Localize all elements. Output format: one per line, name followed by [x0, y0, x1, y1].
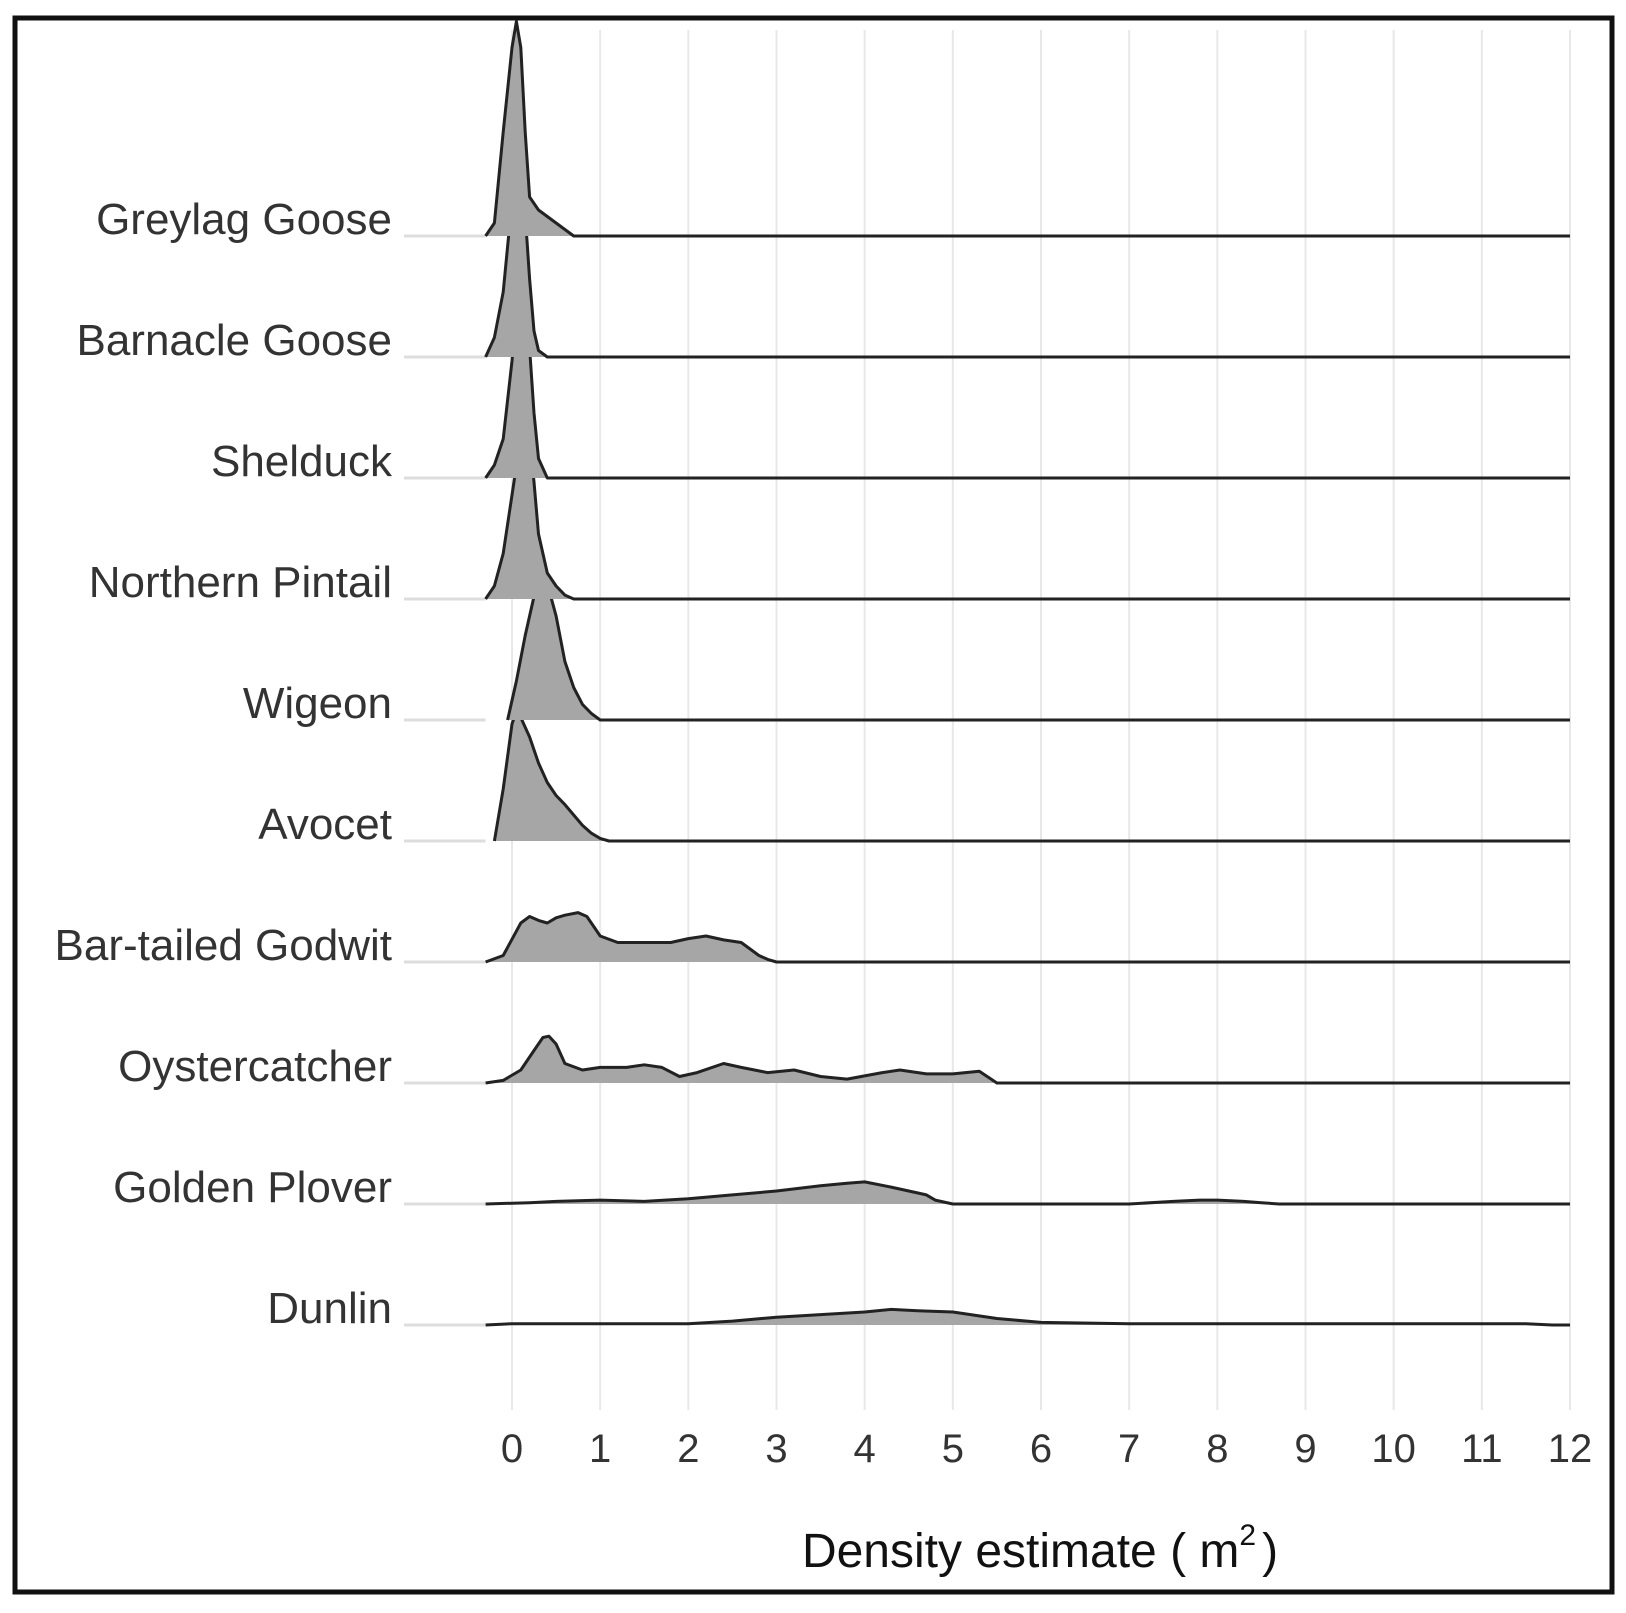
category-labels: Greylag Goose Barnacle Goose Shelduck North…	[55, 195, 393, 1333]
x-tick-labels: 0 1 2 3 4 5 6 7 8 9 10 11 12	[501, 1427, 1592, 1471]
x-tick-label-8: 8	[1206, 1427, 1228, 1471]
chart-frame	[12, 15, 1615, 1595]
x-tick-label-0: 0	[501, 1427, 523, 1471]
category-label-golden-plover: Golden Plover	[113, 1163, 392, 1212]
ridge-line-bar-tailed-godwit	[485, 911, 1570, 964]
ridges	[404, 20, 1571, 1327]
x-tick-label-4: 4	[854, 1427, 876, 1471]
x-axis-title-superscript: 2	[1239, 1519, 1256, 1552]
category-label-dunlin: Dunlin	[267, 1284, 392, 1333]
x-axis-title-close: )	[1262, 1525, 1278, 1578]
x-tick-label-11: 11	[1461, 1427, 1503, 1471]
x-tick-label-10: 10	[1371, 1427, 1416, 1471]
category-label-greylag-goose: Greylag Goose	[96, 195, 392, 244]
category-label-avocet: Avocet	[258, 800, 392, 849]
category-label-oystercatcher: Oystercatcher	[118, 1042, 392, 1091]
x-tick-label-5: 5	[942, 1427, 964, 1471]
x-tick-label-9: 9	[1294, 1427, 1316, 1471]
x-tick-label-6: 6	[1030, 1427, 1052, 1471]
category-label-bar-tailed-godwit: Bar-tailed Godwit	[55, 921, 392, 970]
ridge-line-greylag-goose	[484, 20, 1570, 238]
x-tick-label-1: 1	[589, 1427, 611, 1471]
x-tick-label-3: 3	[765, 1427, 787, 1471]
category-label-barnacle-goose: Barnacle Goose	[76, 316, 392, 365]
ridge-line-wigeon	[506, 575, 1570, 722]
ridge-line-dunlin	[485, 1307, 1570, 1327]
ridge-fill-dunlin	[485, 1309, 1571, 1325]
ridge-fill-golden-plover	[485, 1181, 1571, 1204]
x-tick-label-2: 2	[677, 1427, 699, 1471]
category-label-shelduck: Shelduck	[211, 437, 393, 486]
category-label-wigeon: Wigeon	[243, 679, 392, 728]
x-tick-label-7: 7	[1118, 1427, 1140, 1471]
category-label-northern-pintail: Northern Pintail	[89, 558, 392, 607]
ridge-line-golden-plover	[485, 1180, 1570, 1206]
x-axis-title: Density estimate ( m2)	[802, 1519, 1278, 1578]
ridge-line-oystercatcher	[485, 1034, 1570, 1085]
x-axis-title-main: Density estimate ( m	[802, 1525, 1239, 1578]
x-tick-label-12: 12	[1548, 1427, 1593, 1471]
